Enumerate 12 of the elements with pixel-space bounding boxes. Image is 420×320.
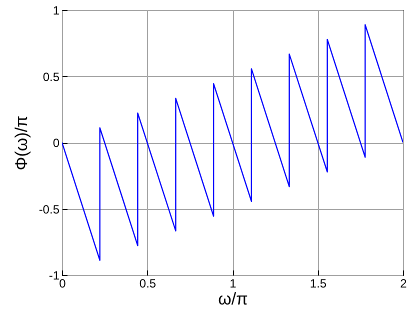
x-tick-label: 1 (230, 276, 237, 290)
y-tick-label: 1 (52, 4, 60, 18)
y-tick-label: 0.5 (42, 70, 60, 84)
x-tick-label: 1.5 (310, 276, 327, 290)
x-tick-label: 0.5 (139, 276, 156, 290)
y-tick-label: 0 (52, 136, 60, 150)
y-tick-label: -0.5 (38, 202, 60, 216)
x-tick-label: 2 (400, 276, 408, 290)
x-axis-title: ω/π (218, 290, 248, 308)
y-tick-label: -1 (48, 268, 60, 282)
y-axis-title: Φ(ω)/π (12, 116, 31, 170)
line-series (62, 24, 403, 261)
